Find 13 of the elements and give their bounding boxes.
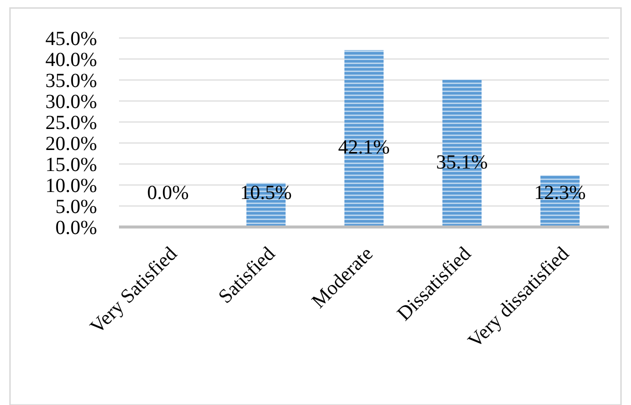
y-tick-label: 35.0% [45,70,97,92]
y-tick-label: 40.0% [45,49,97,71]
data-label: 42.1% [338,136,390,159]
y-tick-label: 15.0% [45,154,97,176]
y-tick-label: 25.0% [45,112,97,134]
y-tick-label: 20.0% [45,133,97,155]
data-label: 0.0% [147,182,189,204]
y-tick-label: 30.0% [45,91,97,113]
data-label: 35.1% [436,151,488,174]
y-tick-label: 5.0% [55,196,97,218]
y-tick-label: 10.0% [45,175,97,197]
y-tick-label: 45.0% [45,28,97,50]
y-tick-label: 0.0% [55,217,97,239]
